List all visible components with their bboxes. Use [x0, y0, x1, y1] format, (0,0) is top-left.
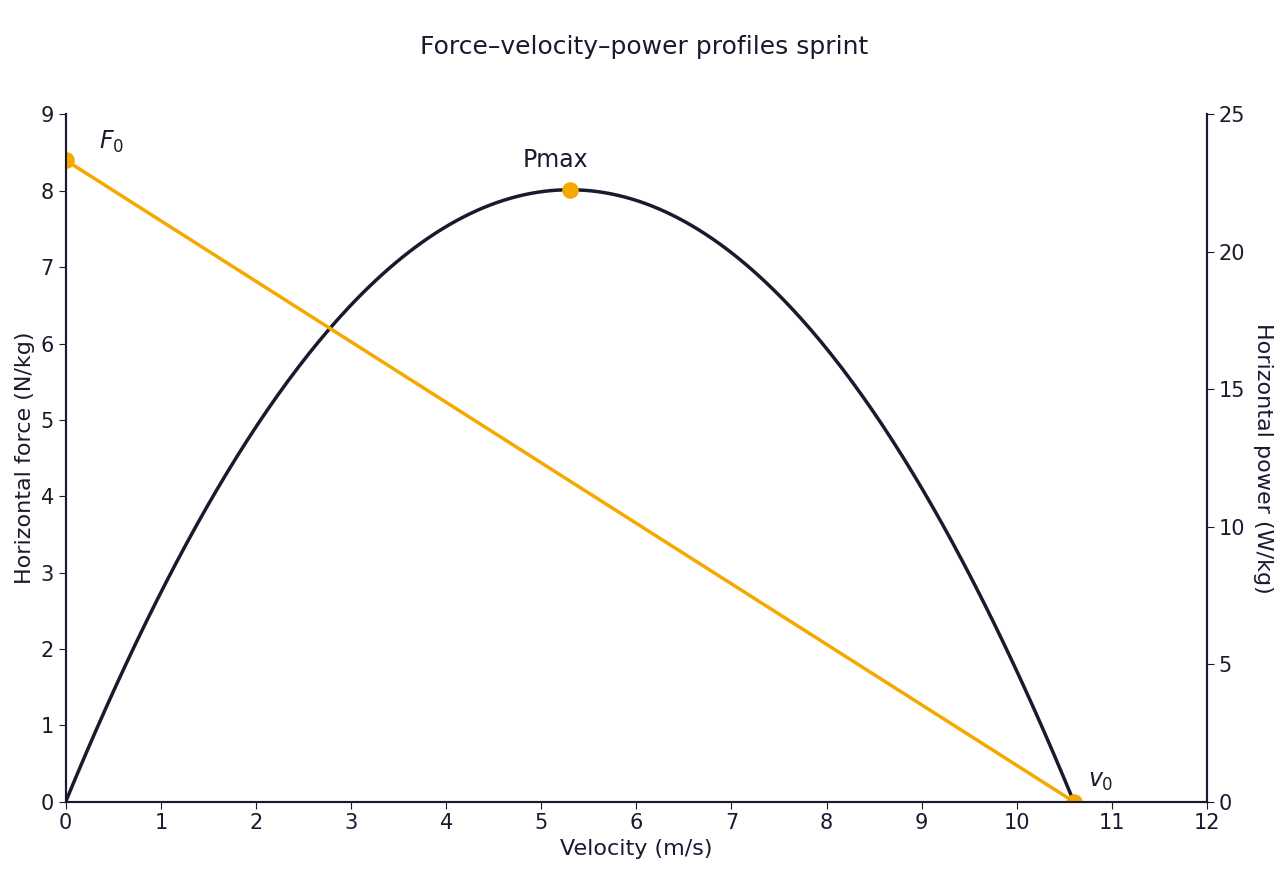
Text: $\mathit{v}_0$: $\mathit{v}_0$ [1088, 768, 1113, 793]
X-axis label: Velocity (m/s): Velocity (m/s) [560, 839, 712, 859]
Point [55, 153, 76, 167]
Point [1064, 794, 1084, 808]
Y-axis label: Horizontal force (N/kg): Horizontal force (N/kg) [15, 332, 35, 585]
Y-axis label: Horizontal power (W/kg): Horizontal power (W/kg) [1253, 323, 1273, 593]
Text: Force–velocity–power profiles sprint: Force–velocity–power profiles sprint [420, 35, 868, 59]
Point [559, 183, 580, 197]
Text: Pmax: Pmax [522, 148, 587, 172]
Text: $\mathit{F}_0$: $\mathit{F}_0$ [99, 128, 124, 155]
